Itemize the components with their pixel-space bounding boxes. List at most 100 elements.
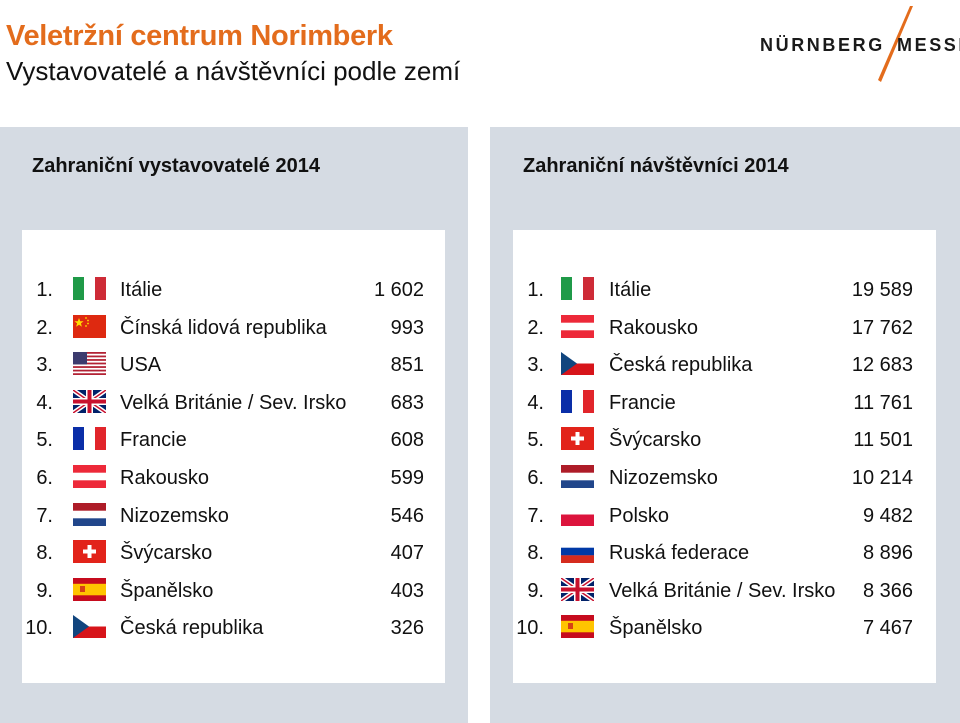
rank-label: 2.: [527, 316, 544, 339]
country-name: Španělsko: [609, 617, 703, 640]
rank-label: 4.: [36, 391, 53, 414]
nuernberg-messe-logo: NÜRNBERG MESSE: [760, 4, 960, 84]
count-value: 993: [390, 316, 424, 339]
flag-at-icon: [73, 465, 106, 488]
visitors-panel: Zahraniční návštěvníci 2014 1. Itálie 19 5…: [490, 127, 960, 723]
count-value: 11 501: [853, 429, 913, 452]
rank-label: 9.: [36, 579, 53, 602]
country-name: Itálie: [120, 279, 163, 301]
flag-us-icon: [73, 352, 106, 376]
table-row: 8. Ruská federace 8 896: [513, 539, 936, 567]
country-name: Francie: [120, 429, 187, 452]
table-row: 5. Francie 608: [22, 426, 445, 454]
rank-label: 8.: [527, 542, 544, 565]
flag-es-icon: [561, 615, 594, 639]
flag-nl-icon: [561, 465, 594, 488]
count-value: 608: [390, 429, 424, 452]
count-value: 326: [390, 617, 424, 640]
flag-ch-icon: [73, 540, 106, 564]
country-name: Francie: [609, 391, 676, 414]
rank-label: 6.: [527, 467, 544, 489]
flag-fr-icon: [73, 427, 106, 451]
country-name: Velká Británie / Sev. Irsko: [609, 579, 836, 602]
count-value: 546: [390, 504, 424, 527]
count-value: 407: [390, 542, 424, 565]
country-name: Itálie: [609, 279, 652, 301]
page-title: Veletržní centrum Norimberk: [6, 20, 393, 52]
rank-label: 7.: [36, 504, 53, 527]
flag-gb-icon: [73, 389, 106, 413]
rank-label: 9.: [527, 579, 544, 602]
country-name: Švýcarsko: [120, 542, 213, 565]
country-name: Česká republika: [120, 617, 264, 640]
count-value: 7 467: [862, 617, 913, 640]
country-name: Nizozemsko: [120, 504, 229, 527]
country-name: Velká Británie / Sev. Irsko: [120, 391, 347, 414]
table-row: 3. USA 851: [22, 351, 445, 379]
table-row: 8. Švýcarsko 407: [22, 539, 445, 567]
rank-label: 3.: [36, 354, 53, 377]
page-subtitle: Vystavovatelé a návštěvníci podle zemí: [6, 56, 461, 86]
table-row: 9. Velká Británie / Sev. Irsko 8 366: [513, 577, 936, 605]
flag-it-icon: [73, 277, 106, 300]
count-value: 9 482: [862, 504, 913, 527]
rank-label: 4.: [527, 391, 544, 414]
table-row: 6. Nizozemsko 10 214: [513, 464, 936, 492]
flag-it-icon: [561, 277, 594, 300]
country-name: Rakousko: [609, 316, 698, 339]
table-row: 10. Česká republika 326: [22, 614, 445, 642]
count-value: 851: [390, 354, 424, 377]
visitors-table: 1. Itálie 19 589 2. Rakousko 17 762 3. Česká re…: [513, 230, 936, 683]
flag-cz-icon: [561, 352, 594, 376]
count-value: 1 602: [373, 279, 424, 301]
table-row: 2. Čínská lidová republika 993: [22, 314, 445, 342]
exhibitors-title: Zahraniční vystavovatelé 2014: [32, 155, 320, 177]
table-row: 5. Švýcarsko 11 501: [513, 426, 936, 454]
table-row: 7. Nizozemsko 546: [22, 502, 445, 530]
rank-label: 1.: [527, 279, 544, 301]
table-row: 3. Česká republika 12 683: [513, 351, 936, 379]
country-name: Česká republika: [609, 354, 753, 377]
country-name: Španělsko: [120, 579, 214, 602]
table-row: 1. Itálie 19 589: [513, 276, 936, 304]
logo-text-right: MESSE: [897, 35, 960, 55]
count-value: 10 214: [851, 467, 913, 489]
flag-fr-icon: [561, 389, 594, 413]
country-name: Ruská federace: [609, 542, 750, 565]
country-name: Polsko: [609, 504, 670, 527]
count-value: 8 896: [862, 542, 913, 565]
flag-ch-icon: [561, 427, 594, 451]
exhibitors-panel: Zahraniční vystavovatelé 2014 1. Itálie 1 …: [0, 127, 468, 723]
table-row: 6. Rakousko 599: [22, 464, 445, 492]
country-name: Švýcarsko: [609, 429, 702, 452]
count-value: 599: [390, 467, 424, 489]
count-value: 19 589: [851, 279, 913, 301]
rank-label: 5.: [36, 429, 53, 452]
country-name: Čínská lidová republika: [120, 316, 327, 339]
table-row: 4. Francie 11 761: [513, 389, 936, 417]
rank-label: 10.: [25, 617, 53, 640]
count-value: 17 762: [851, 316, 913, 339]
flag-pl-icon: [561, 502, 594, 526]
rank-label: 2.: [36, 316, 53, 339]
flag-at-icon: [561, 314, 594, 338]
visitors-title: Zahraniční návštěvníci 2014: [523, 155, 789, 177]
rank-label: 10.: [516, 617, 544, 640]
rank-label: 1.: [36, 279, 53, 301]
table-row: 4. Velká Británie / Sev. Irsko 683: [22, 389, 445, 417]
rank-label: 6.: [36, 467, 53, 489]
flag-nl-icon: [73, 502, 106, 526]
count-value: 8 366: [862, 579, 913, 602]
logo-slash-icon: [878, 6, 913, 82]
table-row: 7. Polsko 9 482: [513, 502, 936, 530]
country-name: Rakousko: [120, 467, 209, 489]
rank-label: 3.: [527, 354, 544, 377]
table-row: 2. Rakousko 17 762: [513, 314, 936, 342]
count-value: 683: [390, 391, 424, 414]
country-name: USA: [120, 354, 162, 377]
flag-es-icon: [73, 577, 106, 601]
country-name: Nizozemsko: [609, 467, 718, 489]
exhibitors-table: 1. Itálie 1 602 2. Čínská lidová republika 99…: [22, 230, 445, 683]
logo-text-left: NÜRNBERG: [760, 35, 885, 55]
rank-label: 5.: [527, 429, 544, 452]
